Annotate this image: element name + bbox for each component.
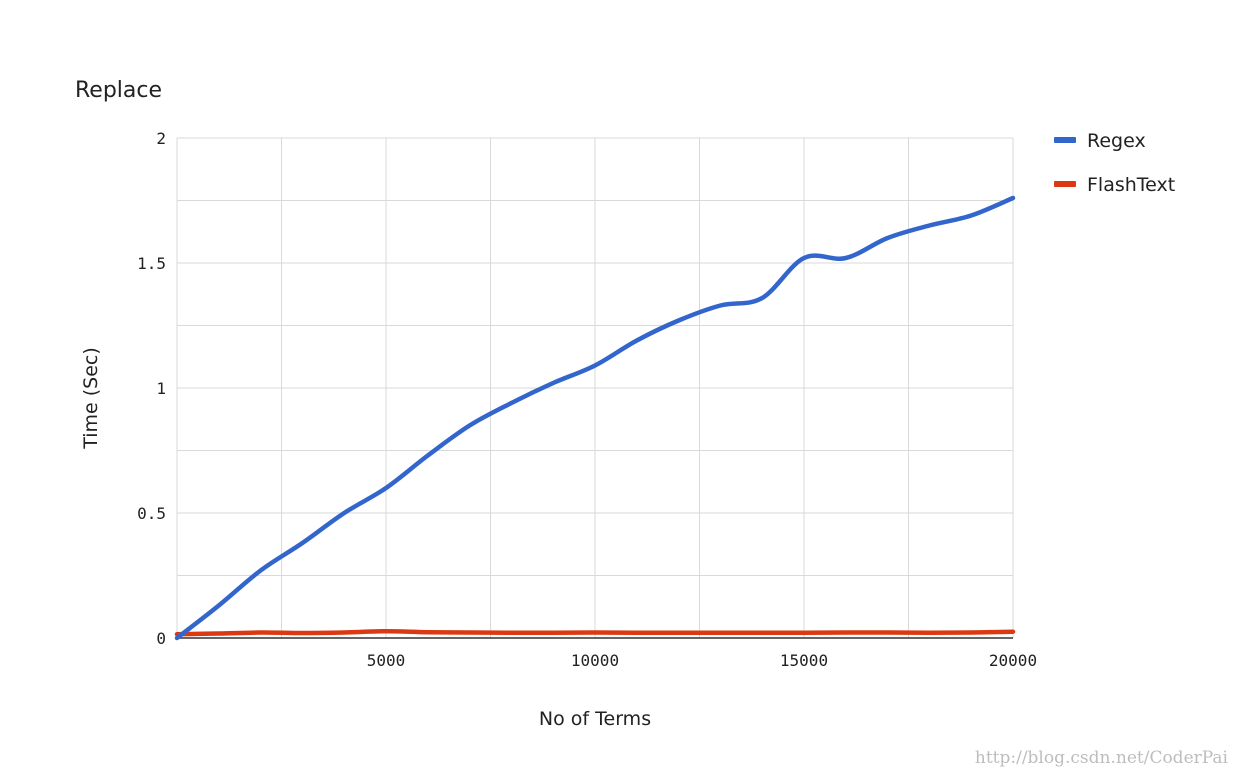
- tick-labels: 5000 10000 15000 20000 0 0.5 1 1.5 2: [137, 129, 1037, 670]
- legend-label-regex: Regex: [1087, 130, 1146, 152]
- legend-item-regex[interactable]: Regex: [1054, 130, 1146, 152]
- watermark: http://blog.csdn.net/CoderPai: [975, 748, 1229, 768]
- legend-label-flashtext: FlashText: [1087, 174, 1175, 196]
- series-line-regex: [174, 195, 1016, 641]
- series-line-flashtext: [174, 628, 1016, 637]
- axes: [176, 138, 1013, 639]
- y-tick-label: 1.5: [137, 254, 166, 273]
- x-tick-label: 10000: [571, 651, 619, 670]
- x-tick-label: 5000: [367, 651, 406, 670]
- legend: Regex FlashText: [1054, 130, 1175, 196]
- y-tick-label: 0: [156, 629, 166, 648]
- series-lines: [174, 195, 1016, 641]
- grid: [177, 137, 1014, 638]
- x-axis-title: No of Terms: [539, 708, 651, 730]
- y-axis-title: Time (Sec): [80, 347, 102, 450]
- legend-swatch-flashtext: [1054, 181, 1076, 187]
- y-tick-label: 0.5: [137, 504, 166, 523]
- y-tick-label: 2: [156, 129, 166, 148]
- x-tick-label: 15000: [780, 651, 828, 670]
- chart-title: Replace: [75, 78, 162, 103]
- legend-swatch-regex: [1054, 137, 1076, 143]
- legend-item-flashtext[interactable]: FlashText: [1054, 174, 1175, 196]
- x-tick-label: 20000: [989, 651, 1037, 670]
- y-tick-label: 1: [156, 379, 166, 398]
